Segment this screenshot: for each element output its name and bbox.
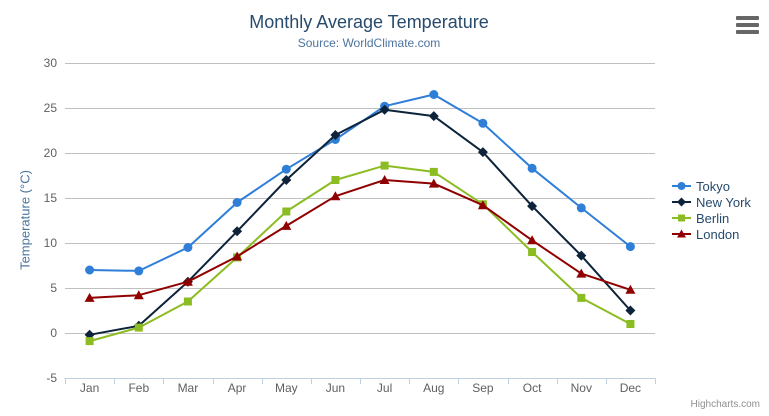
y-axis-label: 0 [50, 326, 57, 340]
legend-label: Berlin [696, 210, 730, 226]
credits-link[interactable]: Highcharts.com [690, 399, 760, 410]
legend-triangle-icon [672, 229, 691, 238]
x-axis-label: Jan [80, 381, 99, 395]
hamburger-icon [736, 30, 759, 34]
y-axis-label: 30 [44, 56, 58, 70]
series-new-york-line[interactable] [88, 108, 632, 336]
x-axis-label: Jul [377, 381, 392, 395]
hamburger-icon [736, 23, 759, 27]
series-berlin-marker[interactable] [380, 161, 389, 170]
series-london-marker[interactable] [576, 268, 587, 278]
series-new-york-marker[interactable] [379, 104, 390, 115]
y-axis-label: 25 [44, 101, 58, 115]
series-tokyo-marker[interactable] [232, 198, 242, 207]
x-axis-label: Jun [326, 381, 345, 395]
series-tokyo-marker[interactable] [183, 243, 193, 252]
series-london-marker[interactable] [379, 175, 390, 184]
series-new-york-marker[interactable] [477, 147, 488, 158]
legend-item-new-york[interactable]: New York [671, 194, 751, 210]
series-berlin-marker[interactable] [134, 323, 143, 332]
series-london-marker[interactable] [477, 200, 488, 210]
series-tokyo-marker[interactable] [281, 164, 291, 174]
series-berlin-marker[interactable] [577, 293, 586, 302]
series-berlin-marker[interactable] [282, 207, 291, 216]
series-london-marker[interactable] [330, 191, 341, 201]
series-berlin-marker[interactable] [528, 248, 537, 256]
series-new-york-marker[interactable] [428, 111, 439, 122]
series-new-york-marker[interactable] [330, 130, 341, 140]
series-new-york-marker[interactable] [527, 201, 538, 212]
series-tokyo-marker[interactable] [429, 90, 439, 99]
legend-square-icon [672, 214, 691, 222]
series-london-marker[interactable] [625, 284, 636, 294]
series-berlin-marker[interactable] [85, 337, 94, 346]
y-axis-label: 15 [44, 191, 58, 205]
x-axis-label: Mar [178, 381, 199, 395]
series-london-marker[interactable] [527, 235, 538, 245]
legend-item-tokyo[interactable]: Tokyo [671, 178, 751, 194]
series-new-york-marker[interactable] [576, 250, 587, 261]
series-london-marker[interactable] [281, 220, 292, 230]
hamburger-icon [736, 16, 759, 20]
series-berlin-marker[interactable] [183, 297, 192, 306]
series-london-marker[interactable] [232, 251, 243, 261]
series-tokyo-marker[interactable] [625, 242, 635, 252]
series-tokyo-marker[interactable] [576, 203, 586, 213]
x-axis-label: Oct [523, 381, 542, 395]
series-berlin-line[interactable] [88, 164, 632, 343]
legend-label: London [696, 226, 740, 242]
context-menu-button[interactable] [736, 16, 759, 34]
y-axis-label: 20 [44, 146, 58, 160]
legend: Tokyo New York Berlin London [671, 178, 751, 242]
y-axis-label: -5 [46, 371, 57, 385]
series-new-york-marker[interactable] [625, 305, 636, 316]
series-berlin-marker[interactable] [331, 176, 340, 184]
series-london-marker[interactable] [84, 292, 95, 302]
series-tokyo-line[interactable] [88, 93, 632, 272]
legend-berlin-symbol [678, 214, 685, 222]
series-london-marker[interactable] [428, 178, 439, 188]
x-axis-label: Nov [571, 381, 592, 395]
series-new-york-marker[interactable] [232, 226, 243, 237]
legend-item-london[interactable]: London [671, 226, 751, 242]
series-tokyo-marker[interactable] [478, 118, 488, 128]
legend-diamond-icon [672, 197, 691, 207]
x-axis-label: Apr [228, 381, 247, 395]
series-berlin-marker[interactable] [626, 320, 635, 328]
legend-label: New York [696, 194, 751, 210]
series-tokyo-marker[interactable] [527, 163, 537, 173]
series-london-marker[interactable] [133, 290, 144, 300]
legend-label: Tokyo [696, 178, 730, 194]
x-axis-label: Aug [423, 381, 444, 395]
x-axis-label: Sep [472, 381, 494, 395]
legend-circle-icon [672, 182, 691, 190]
chart-subtitle: Source: WorldClimate.com [297, 36, 441, 50]
series-london-marker[interactable] [182, 276, 193, 286]
x-axis-label: May [275, 381, 298, 395]
legend-item-berlin[interactable]: Berlin [671, 210, 751, 226]
series-tokyo-marker[interactable] [134, 266, 144, 276]
series-new-york-marker[interactable] [281, 175, 292, 185]
legend-london-symbol [677, 229, 686, 238]
series-tokyo-marker[interactable] [85, 265, 95, 275]
y-axis-label: 10 [44, 236, 58, 250]
series-london-line[interactable] [88, 179, 632, 299]
legend-tokyo-symbol [677, 182, 686, 190]
chart-title: Monthly Average Temperature [249, 12, 489, 32]
x-axis-label: Dec [620, 381, 641, 395]
series-berlin-marker[interactable] [429, 167, 438, 176]
y-axis-label: 5 [50, 281, 57, 295]
legend-new-york-symbol [677, 197, 686, 207]
x-axis-label: Feb [128, 381, 149, 395]
